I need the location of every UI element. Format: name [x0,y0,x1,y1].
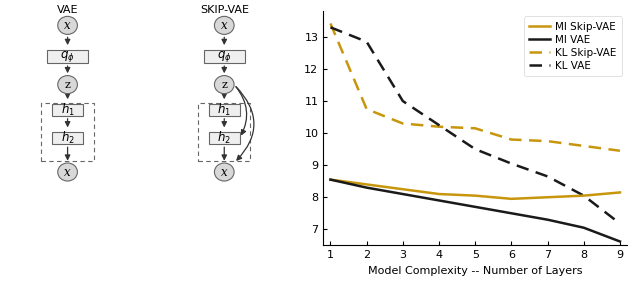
MI VAE [508,212,515,215]
MI Skip-VAE [616,191,624,194]
MI VAE [544,218,552,221]
Circle shape [58,163,77,181]
MI VAE [326,178,334,181]
MI VAE [472,205,479,209]
Line: MI VAE: MI VAE [330,180,620,241]
Text: $h_2$: $h_2$ [218,130,231,146]
Text: $h_2$: $h_2$ [61,130,74,146]
MI Skip-VAE [326,178,334,181]
MI VAE [580,226,588,229]
KL Skip-VAE [363,107,371,111]
Line: MI Skip-VAE: MI Skip-VAE [330,180,620,199]
MI Skip-VAE [363,183,371,186]
KL VAE [508,162,515,165]
Text: x: x [64,166,71,179]
MI VAE [616,240,624,243]
Text: SKIP-VAE: SKIP-VAE [200,5,249,15]
MI Skip-VAE [472,194,479,197]
FancyBboxPatch shape [209,104,239,116]
KL VAE [472,147,479,151]
Text: z: z [221,80,227,90]
MI VAE [399,192,406,196]
KL Skip-VAE [326,22,334,25]
KL VAE [399,99,406,103]
Circle shape [58,16,77,34]
Legend: MI Skip-VAE, MI VAE, KL Skip-VAE, KL VAE: MI Skip-VAE, MI VAE, KL Skip-VAE, KL VAE [524,16,622,76]
Circle shape [214,76,234,94]
Line: KL VAE: KL VAE [330,27,620,224]
FancyBboxPatch shape [209,132,239,144]
KL VAE [363,40,371,43]
Circle shape [214,163,234,181]
Text: $q_\phi$: $q_\phi$ [60,49,75,64]
Text: x: x [64,19,71,32]
FancyBboxPatch shape [204,50,245,63]
Line: KL Skip-VAE: KL Skip-VAE [330,23,620,151]
Text: $q_\phi$: $q_\phi$ [217,49,232,64]
MI Skip-VAE [544,195,552,199]
KL VAE [616,222,624,225]
MI Skip-VAE [435,192,443,196]
KL Skip-VAE [616,149,624,153]
KL VAE [435,124,443,127]
KL Skip-VAE [472,127,479,130]
Text: $h_1$: $h_1$ [218,102,231,118]
MI Skip-VAE [580,194,588,197]
Circle shape [214,16,234,34]
KL VAE [544,175,552,178]
Text: VAE: VAE [57,5,78,15]
FancyBboxPatch shape [47,50,88,63]
KL Skip-VAE [580,144,588,148]
MI Skip-VAE [399,188,406,191]
Text: x: x [221,166,228,179]
KL Skip-VAE [508,138,515,141]
FancyBboxPatch shape [52,132,83,144]
Circle shape [58,76,77,94]
MI VAE [363,186,371,189]
Text: z: z [65,80,70,90]
FancyBboxPatch shape [52,104,83,116]
KL Skip-VAE [544,139,552,143]
Text: $h_1$: $h_1$ [61,102,74,118]
Text: x: x [221,19,228,32]
KL VAE [326,26,334,29]
MI VAE [435,199,443,202]
MI Skip-VAE [508,197,515,201]
X-axis label: Model Complexity -- Number of Layers: Model Complexity -- Number of Layers [368,266,582,276]
KL Skip-VAE [399,122,406,125]
KL Skip-VAE [435,125,443,128]
KL VAE [580,194,588,197]
